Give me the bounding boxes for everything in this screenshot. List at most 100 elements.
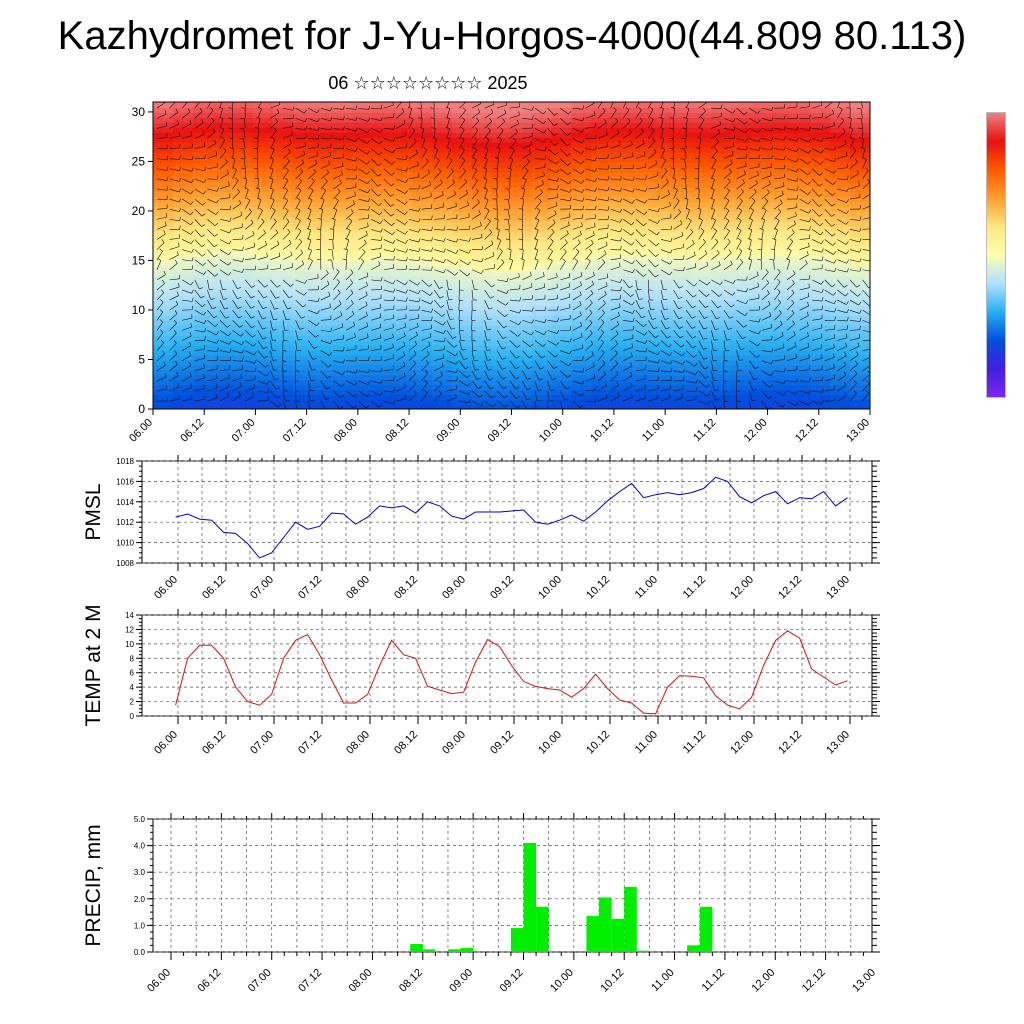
wind-barb bbox=[560, 198, 571, 202]
wind-barb bbox=[358, 158, 367, 165]
wind-barb bbox=[572, 325, 582, 331]
field-cell bbox=[451, 230, 473, 237]
field-cell bbox=[650, 186, 672, 193]
wind-barb-feather bbox=[203, 178, 207, 183]
wind-barb-feather bbox=[198, 97, 201, 100]
wind-barb-feather bbox=[260, 97, 263, 100]
field-cell bbox=[172, 220, 194, 227]
field-cell bbox=[192, 379, 214, 386]
wind-barb bbox=[484, 360, 489, 371]
field-cell bbox=[272, 191, 294, 198]
wind-barb bbox=[534, 360, 541, 370]
field-cell bbox=[790, 171, 812, 178]
field-cell bbox=[750, 230, 772, 237]
field-cell bbox=[192, 300, 214, 307]
wind-barb-feather bbox=[662, 157, 667, 161]
field-cell bbox=[750, 280, 772, 287]
field-cell bbox=[571, 305, 593, 311]
wind-barb-feather bbox=[189, 372, 192, 377]
field-cell bbox=[690, 344, 712, 351]
field-cell bbox=[312, 339, 334, 346]
field-cell bbox=[491, 369, 513, 376]
field-cell bbox=[710, 290, 732, 297]
field-cell bbox=[670, 102, 692, 108]
wind-barb-feather bbox=[390, 203, 395, 207]
wind-barb bbox=[270, 370, 275, 380]
field-cell bbox=[392, 359, 413, 366]
field-cell bbox=[153, 171, 174, 178]
field-cell bbox=[571, 255, 593, 262]
field-cell bbox=[810, 205, 832, 212]
field-cell bbox=[571, 210, 593, 217]
field-cell bbox=[212, 121, 234, 128]
field-cell bbox=[531, 171, 553, 178]
wind-barb-feather bbox=[404, 230, 408, 235]
wind-barb bbox=[610, 208, 621, 213]
field-cell bbox=[252, 305, 274, 311]
wind-barb-feather bbox=[501, 367, 506, 370]
field-cell bbox=[352, 369, 374, 376]
wind-barb-feather bbox=[631, 251, 635, 255]
wind-barb bbox=[484, 340, 487, 351]
field-cell bbox=[392, 300, 413, 307]
wind-barb-feather bbox=[492, 252, 495, 257]
field-cell bbox=[631, 136, 652, 143]
field-cell bbox=[292, 270, 314, 277]
field-cell bbox=[332, 156, 354, 163]
field-cell bbox=[431, 349, 453, 356]
field-cell bbox=[172, 384, 194, 391]
wind-barb bbox=[685, 350, 694, 358]
field-cell bbox=[232, 280, 254, 287]
wind-barb bbox=[635, 289, 640, 300]
field-cell bbox=[252, 295, 274, 302]
wind-barb bbox=[383, 249, 394, 253]
wind-barb bbox=[648, 310, 653, 320]
field-cell bbox=[192, 314, 214, 321]
field-cell bbox=[770, 102, 792, 108]
field-cell bbox=[730, 349, 752, 356]
field-cell bbox=[471, 205, 493, 212]
wind-barb-feather bbox=[190, 323, 192, 328]
wind-barb bbox=[572, 370, 583, 373]
field-cell bbox=[352, 106, 374, 113]
wind-barb-feather bbox=[649, 106, 654, 110]
field-cell bbox=[252, 329, 274, 336]
wind-barb-feather bbox=[362, 248, 366, 253]
wind-barb-feather bbox=[179, 155, 181, 160]
field-cell bbox=[392, 285, 413, 292]
field-cell bbox=[332, 176, 354, 183]
field-cell bbox=[710, 374, 732, 381]
wind-barb bbox=[270, 320, 273, 331]
field-cell bbox=[491, 305, 513, 311]
field-cell bbox=[850, 275, 870, 282]
field-cell bbox=[730, 225, 752, 232]
wind-barb-feather bbox=[727, 328, 732, 330]
wind-barb bbox=[711, 360, 714, 371]
wind-barb bbox=[320, 117, 331, 122]
wind-barb bbox=[295, 117, 306, 123]
field-cell bbox=[750, 166, 772, 173]
wind-barb bbox=[308, 172, 316, 180]
field-cell bbox=[491, 210, 513, 217]
wind-barb bbox=[471, 139, 478, 149]
field-cell bbox=[292, 404, 314, 409]
wind-barb bbox=[270, 390, 278, 399]
wind-barb bbox=[434, 182, 443, 190]
wind-barb-feather bbox=[476, 117, 480, 122]
wind-barb-feather bbox=[159, 319, 163, 323]
wind-barb bbox=[308, 147, 319, 149]
wind-barb bbox=[282, 320, 285, 331]
wind-barb-feather bbox=[727, 178, 731, 182]
wind-barb-feather bbox=[406, 297, 408, 302]
wind-barb bbox=[257, 340, 264, 349]
wind-barb-feather bbox=[531, 283, 533, 288]
wind-barb bbox=[396, 345, 406, 351]
field-cell bbox=[511, 389, 533, 396]
wind-barb-feather bbox=[309, 187, 314, 191]
field-cell bbox=[790, 339, 812, 346]
field-cell bbox=[830, 102, 852, 108]
wind-barb bbox=[685, 340, 693, 349]
field-cell bbox=[770, 329, 792, 336]
wind-barb bbox=[421, 139, 426, 149]
field-cell bbox=[571, 349, 593, 356]
